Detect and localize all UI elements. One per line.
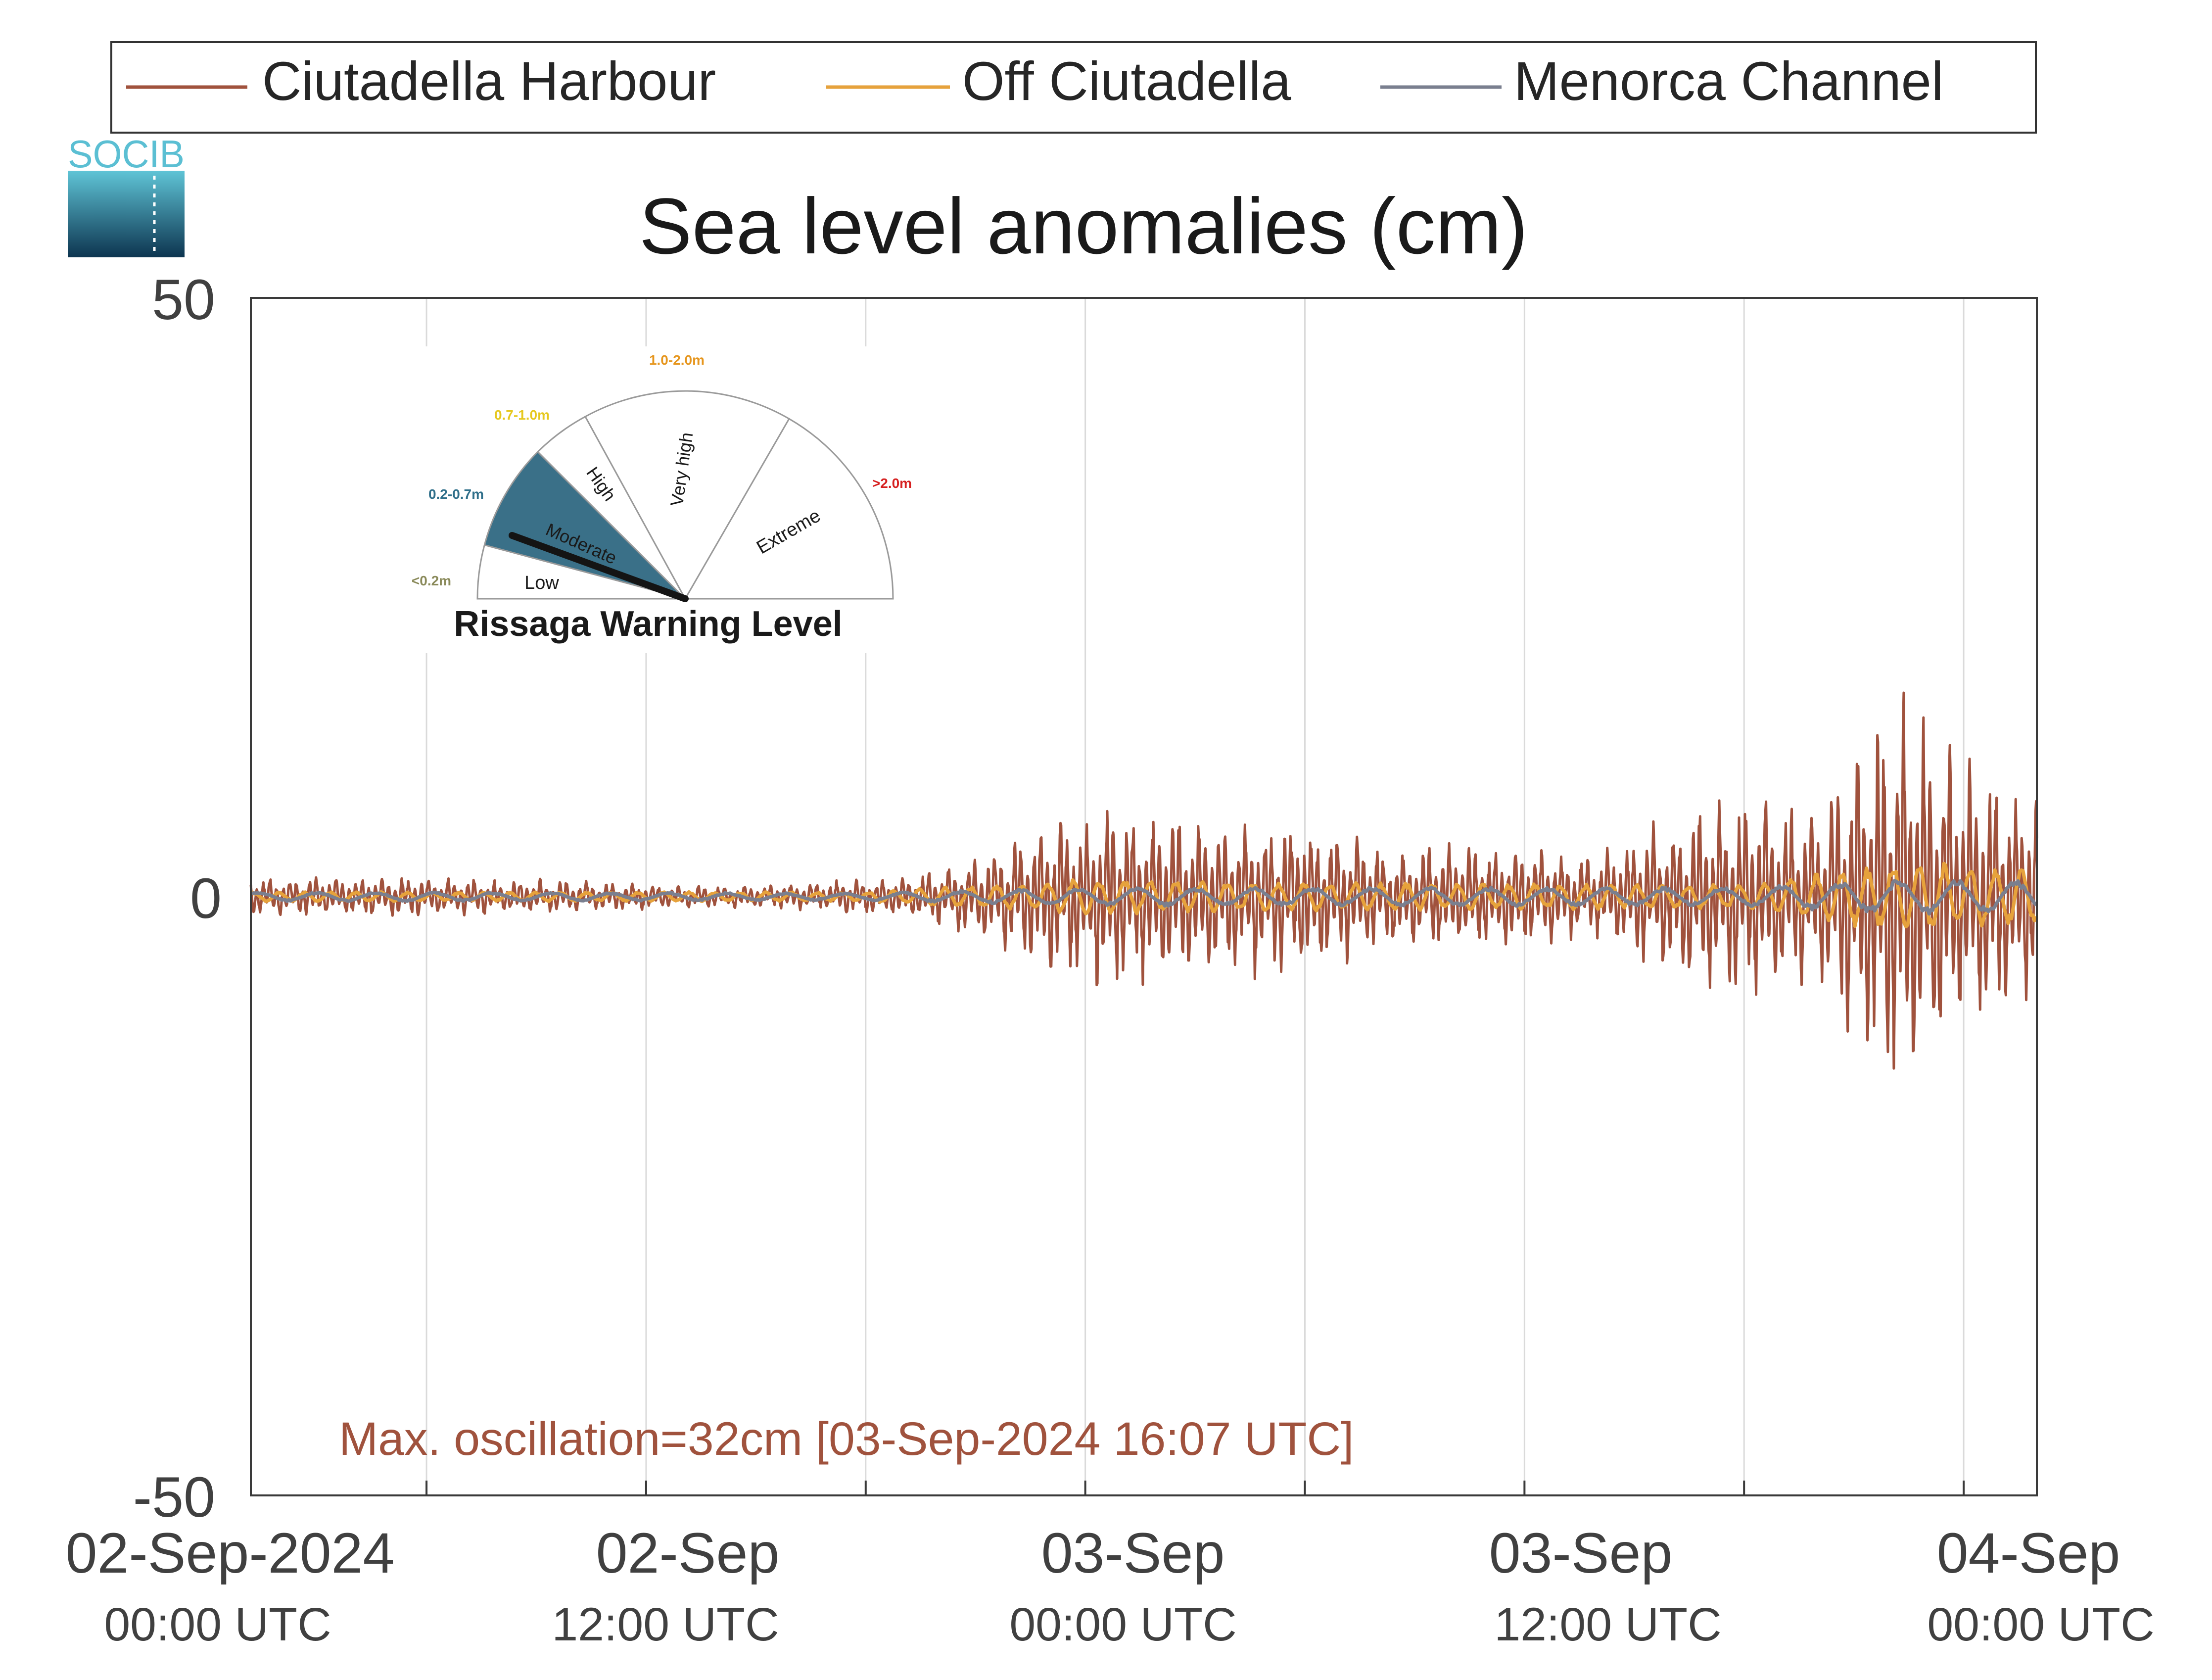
x-tick-labels: 02-Sep-2024 00:00 UTC 02-Sep 12:00 UTC 0…: [66, 1522, 2155, 1651]
plot-frame: [250, 297, 2038, 1496]
gauge-needle: [509, 532, 689, 602]
gauge-title: Rissaga Warning Level: [454, 604, 843, 644]
gauge-range-extreme: >2.0m: [872, 476, 912, 491]
legend-frame: [110, 41, 2037, 134]
x-tick-date-0: 02-Sep-2024: [66, 1522, 395, 1585]
x-tick-time-1: 12:00 UTC: [552, 1598, 779, 1651]
x-tick-marks: [425, 1481, 1965, 1495]
gauge-label-low: Low: [524, 573, 559, 593]
legend: Ciutadella Harbour Off Ciutadella Menorc…: [110, 41, 2037, 134]
gauge-range-moderate: 0.2-0.7m: [428, 486, 484, 502]
series-line-menorca-channel: [250, 879, 2038, 916]
gauge-sector-extreme: [684, 418, 894, 600]
rissaga-gauge: Low Moderate High Very high Extreme <0.2…: [401, 346, 925, 653]
x-tick-date-3: 03-Sep: [1489, 1522, 1673, 1585]
legend-label-menorca-channel: Menorca Channel: [1514, 51, 1943, 112]
gauge-sector-moderate: [483, 450, 688, 600]
legend-label-ciutadella-harbour: Ciutadella Harbour: [262, 51, 716, 112]
x-tick-time-0: 00:00 UTC: [104, 1598, 331, 1651]
logo-block: [68, 171, 185, 257]
series-line-ciutadella-harbour: [249, 691, 2038, 1070]
chart-title: Sea level anomalies (cm): [639, 182, 1528, 270]
legend-label-off-ciutadella: Off Ciutadella: [962, 51, 1291, 112]
y-tick-label-bottom: -50: [133, 1466, 215, 1529]
max-oscillation-annotation: Max. oscillation=32cm [03-Sep-2024 16:07…: [339, 1413, 1354, 1465]
gauge-range-high: 0.7-1.0m: [494, 407, 550, 423]
y-tick-label-top: 50: [152, 268, 215, 332]
logo-text: SOCIB: [68, 132, 185, 176]
socib-logo: SOCIB: [68, 132, 185, 257]
x-tick-date-4: 04-Sep: [1937, 1522, 2120, 1585]
y-tick-label-middle: 0: [190, 867, 222, 930]
x-tick-time-2: 00:00 UTC: [1009, 1598, 1236, 1651]
x-tick-date-2: 03-Sep: [1041, 1522, 1225, 1585]
gauge-range-very-high: 1.0-2.0m: [649, 352, 705, 368]
gauge-sector-very-high: [584, 390, 791, 601]
x-tick-time-3: 12:00 UTC: [1494, 1598, 1721, 1651]
series-line-off-ciutadella: [250, 862, 2038, 929]
x-tick-date-1: 02-Sep: [596, 1522, 780, 1585]
series-group: [249, 691, 2038, 1070]
x-tick-time-4: 00:00 UTC: [1927, 1598, 2154, 1651]
gauge-range-low: <0.2m: [412, 573, 451, 588]
